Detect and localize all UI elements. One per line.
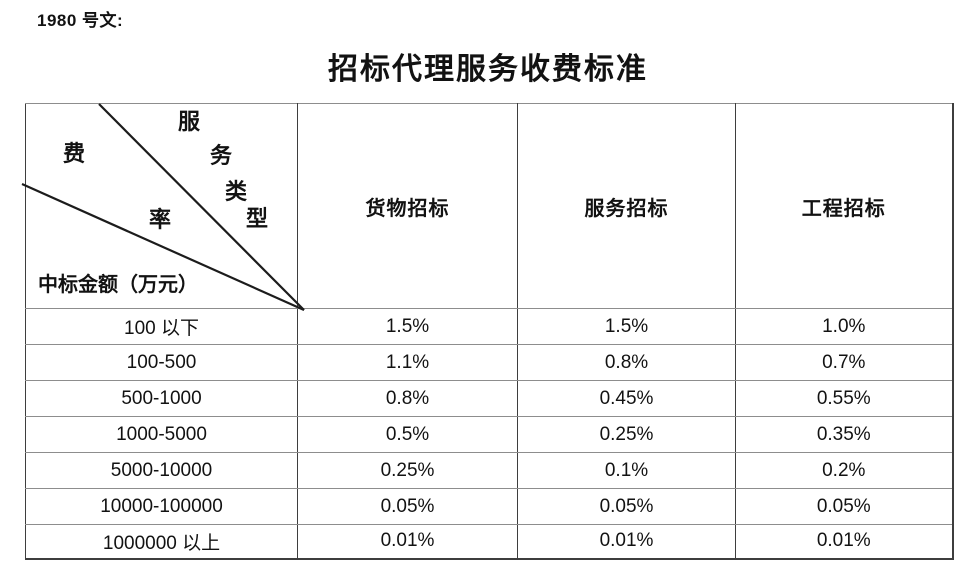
row-label: 5000-10000	[25, 452, 298, 489]
fee-value: 0.05%	[297, 488, 518, 525]
row-label: 500-1000	[25, 380, 298, 417]
column-header-service-tender: 服务招标	[517, 103, 736, 309]
fee-value: 0.5%	[297, 416, 518, 453]
table-row: 5000-10000 0.25% 0.1% 0.2%	[25, 452, 953, 489]
fee-value: 0.1%	[517, 452, 736, 489]
fee-value: 0.05%	[735, 488, 953, 525]
fee-value: 0.45%	[517, 380, 736, 417]
corner-amount-label: 中标金额（万元）	[38, 274, 198, 296]
fee-value: 0.2%	[735, 452, 953, 489]
fee-value: 0.8%	[297, 380, 518, 417]
table-header-row: 服 务 类 型 费 率 中标金额（万元） 货物招标 服务招标 工程招标	[21, 103, 953, 312]
fee-value: 0.7%	[735, 344, 953, 381]
fee-value: 1.5%	[297, 308, 518, 345]
fee-value: 0.01%	[735, 524, 953, 559]
corner-service-type-char-3: 类	[225, 179, 248, 204]
fee-value: 0.01%	[517, 524, 736, 559]
row-label: 1000-5000	[25, 416, 298, 453]
corner-service-type-char-1: 服	[178, 109, 201, 134]
table-row: 500-1000 0.8% 0.45% 0.55%	[25, 380, 953, 417]
row-label: 100 以下	[25, 308, 298, 345]
fee-table: 服 务 类 型 费 率 中标金额（万元） 货物招标 服务招标 工程招标 100 …	[21, 103, 954, 560]
fee-value: 1.1%	[297, 344, 518, 381]
fee-value: 0.05%	[517, 488, 736, 525]
table-row: 1000-5000 0.5% 0.25% 0.35%	[25, 416, 953, 453]
fee-value: 0.01%	[297, 524, 518, 559]
doc-reference-label: 1980 号文:	[37, 11, 124, 30]
table-row: 100-500 1.1% 0.8% 0.7%	[25, 344, 953, 381]
row-label: 10000-100000	[25, 488, 298, 525]
corner-fee-rate-char-2: 率	[149, 207, 172, 232]
fee-value: 0.55%	[735, 380, 953, 417]
row-label: 1000000 以上	[25, 524, 298, 559]
table-row: 1000000 以上 0.01% 0.01% 0.01%	[25, 524, 953, 559]
fee-value: 1.5%	[517, 308, 736, 345]
fee-value: 0.25%	[517, 416, 736, 453]
page-title: 招标代理服务收费标准	[328, 53, 648, 86]
fee-value: 0.8%	[517, 344, 736, 381]
row-label: 100-500	[25, 344, 298, 381]
fee-value: 0.35%	[735, 416, 953, 453]
corner-service-type-char-4: 型	[246, 206, 269, 231]
fee-value: 0.25%	[297, 452, 518, 489]
column-header-goods-tender: 货物招标	[297, 103, 518, 309]
column-header-works-tender: 工程招标	[735, 103, 953, 309]
diagonal-header-cell: 服 务 类 型 费 率 中标金额（万元）	[21, 103, 305, 312]
corner-fee-rate-char-1: 费	[63, 141, 86, 166]
table-row: 10000-100000 0.05% 0.05% 0.05%	[25, 488, 953, 525]
table-row: 100 以下 1.5% 1.5% 1.0%	[25, 308, 953, 345]
fee-value: 1.0%	[735, 308, 953, 345]
corner-service-type-char-2: 务	[210, 143, 233, 168]
